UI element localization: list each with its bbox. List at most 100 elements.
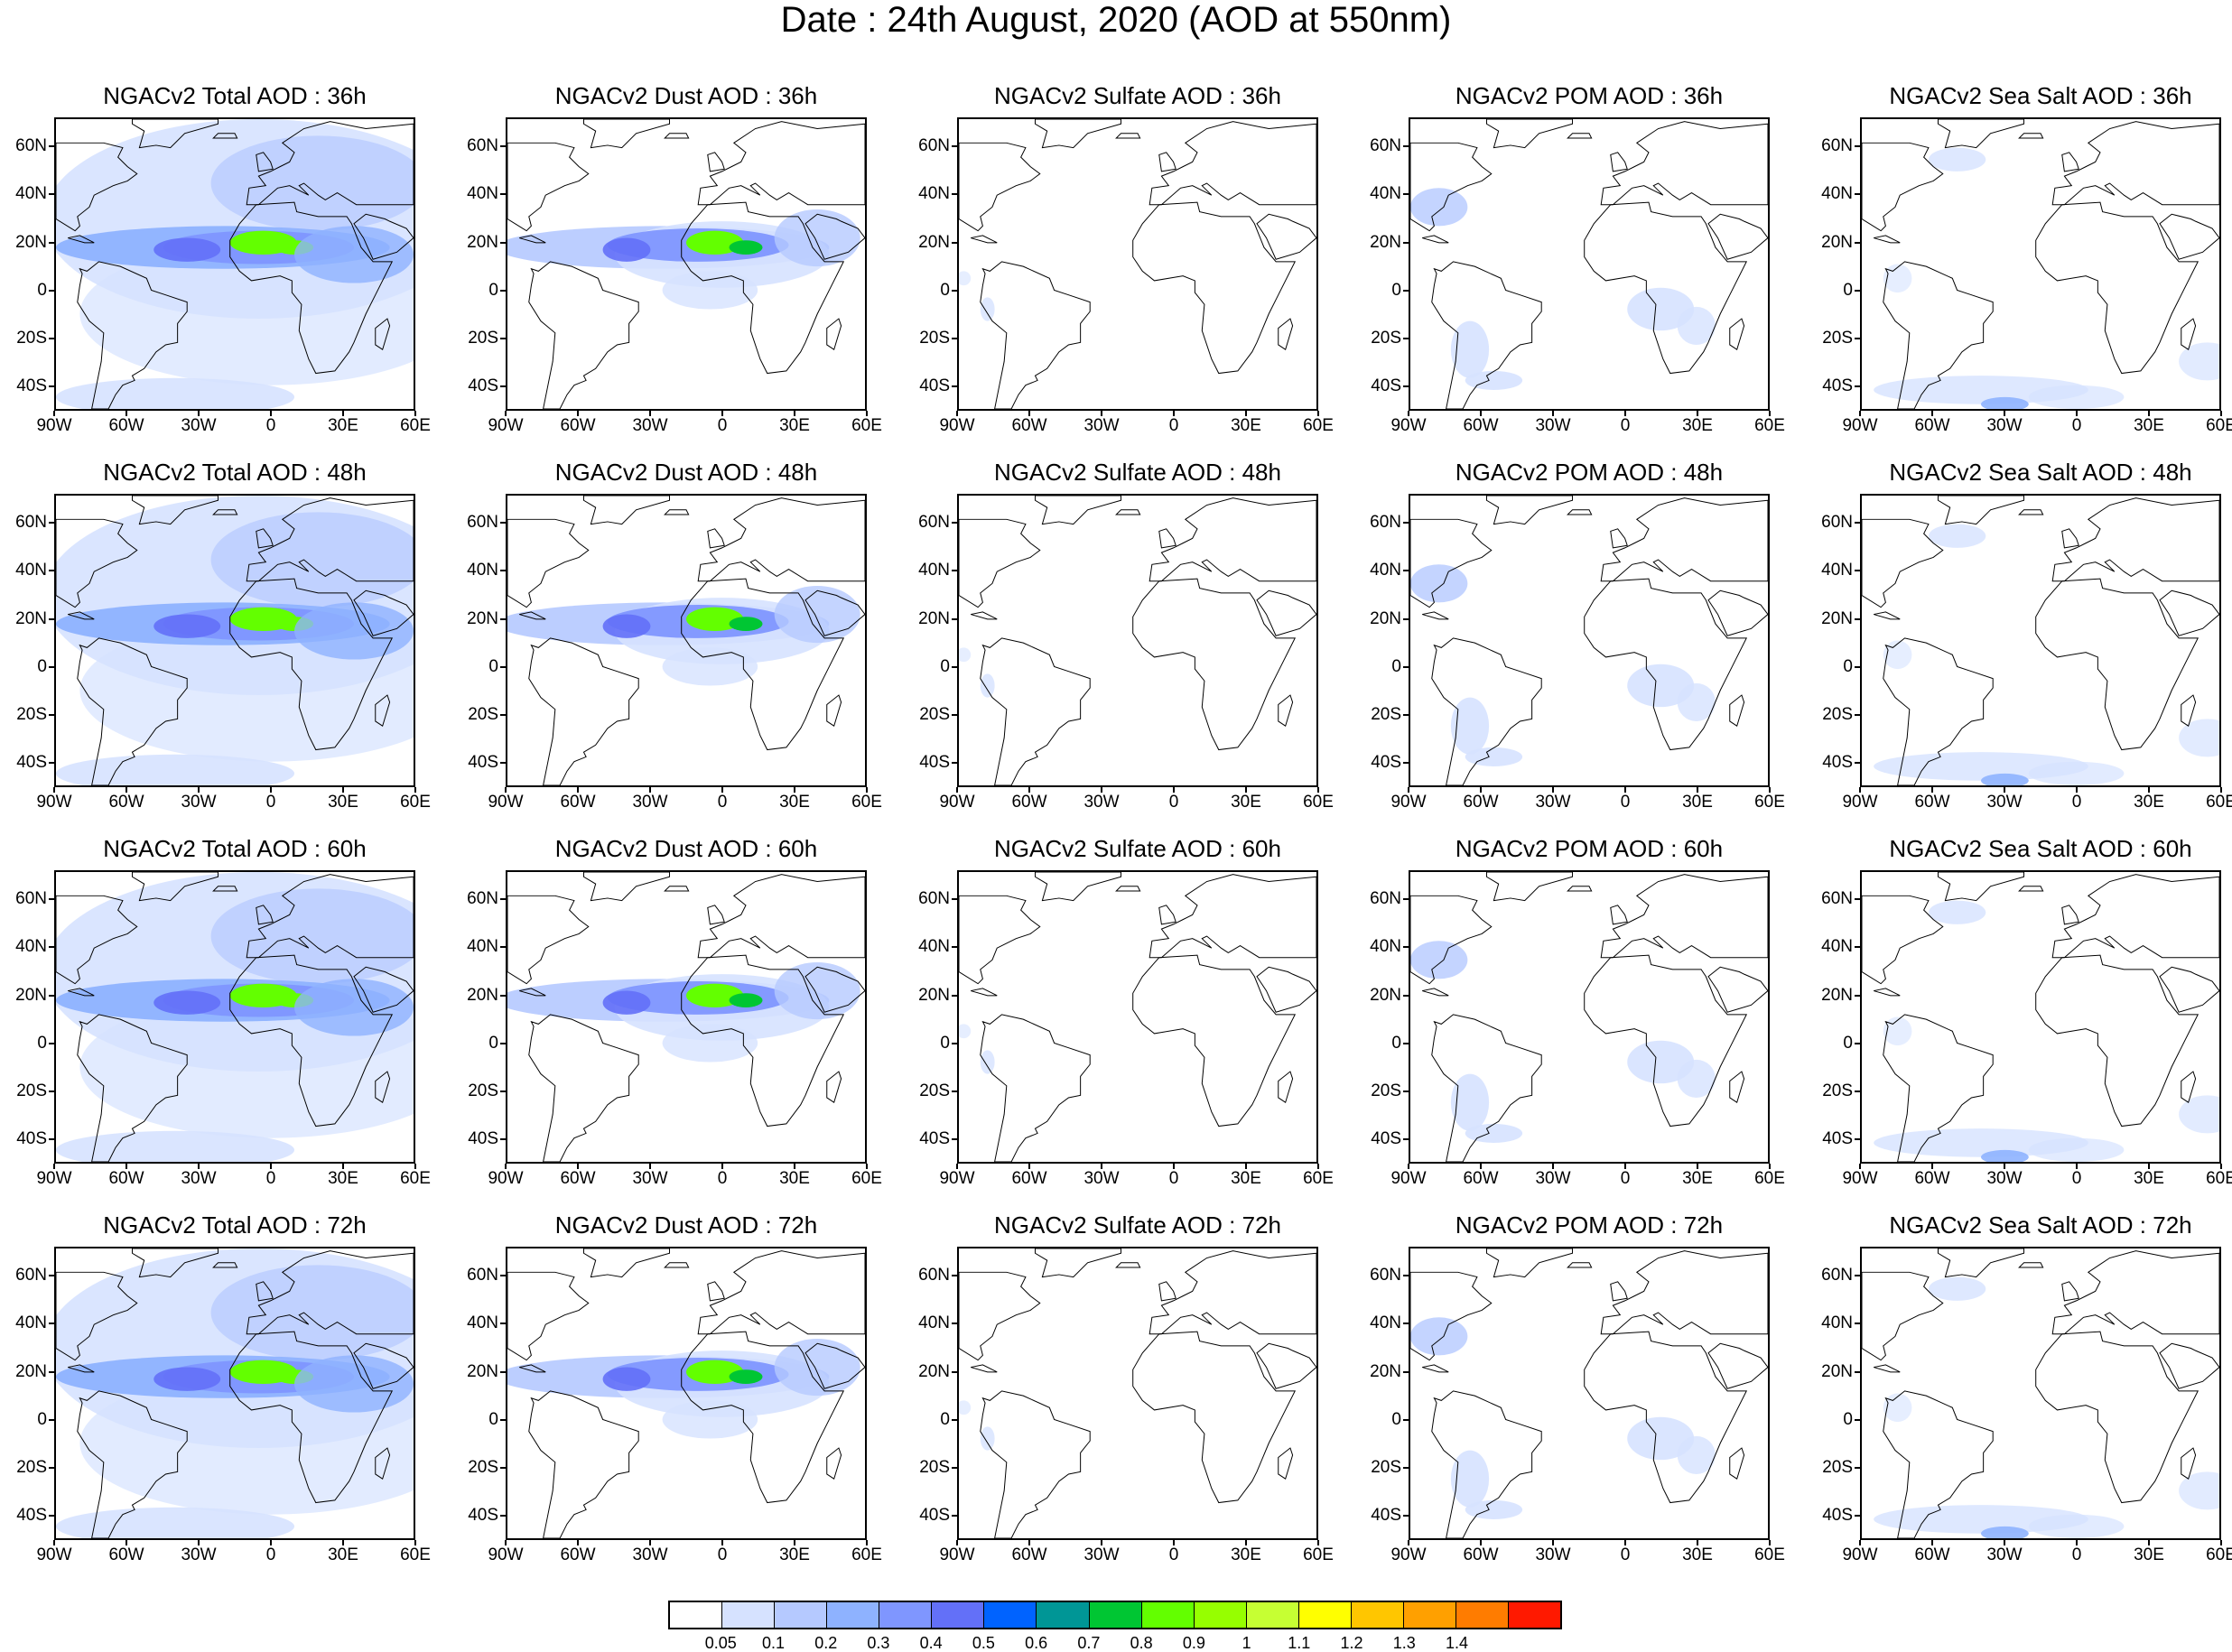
lon-tick-label: 60E: [1754, 1169, 1785, 1188]
coastline: [2018, 509, 2044, 515]
lat-tick-label: 20S: [16, 329, 47, 348]
lat-tick-mark: [1855, 994, 1860, 997]
lat-tick-label: 0: [488, 1033, 498, 1053]
lon-tick-mark: [1859, 1164, 1861, 1169]
lon-tick-label: 30E: [1682, 1545, 1713, 1564]
lon-tick-mark: [1408, 787, 1409, 793]
coastline: [1862, 142, 1944, 232]
lat-tick-label: 40S: [468, 1129, 498, 1149]
coastline: [1883, 1014, 1994, 1162]
lon-tick-label: 30W: [632, 1545, 668, 1564]
coastline: [1149, 121, 1316, 206]
colorbar-label: 0.7: [1077, 1634, 1101, 1652]
aod-plume: [1450, 1073, 1490, 1131]
coastline: [1115, 509, 1141, 515]
coastline: [1132, 954, 1297, 1128]
panel-title: NGACv2 Sulfate AOD : 48h: [994, 459, 1281, 486]
lon-tick-label: 0: [1620, 1169, 1631, 1188]
lat-tick-mark: [500, 1138, 506, 1141]
lon-tick-mark: [2004, 787, 2005, 793]
lon-tick-mark: [1697, 1164, 1698, 1169]
lat-tick-label: 60N: [1821, 1265, 1853, 1285]
coastline: [246, 1250, 414, 1335]
lat-tick-label: 0: [940, 1409, 950, 1429]
lon-tick-label: 90W: [488, 793, 524, 812]
coastline: [2181, 318, 2197, 351]
panel-title: NGACv2 Sulfate AOD : 36h: [994, 82, 1281, 109]
lat-tick-mark: [1855, 1323, 1860, 1325]
coastline: [131, 496, 219, 525]
coastline: [2181, 1071, 2197, 1104]
lon-tick-mark: [53, 1540, 55, 1545]
coastline: [1862, 518, 1944, 608]
lat-tick-label: 0: [1391, 280, 1401, 300]
lon-tick-mark: [1173, 411, 1175, 416]
lat-tick-label: 20N: [918, 608, 950, 628]
lat-tick-label: 20S: [919, 1458, 950, 1478]
lon-tick-label: 60E: [1754, 416, 1785, 435]
lon-tick-mark: [1552, 1540, 1554, 1545]
coastline: [826, 1071, 842, 1104]
aod-plume: [959, 271, 972, 286]
aod-plume: [56, 1130, 294, 1162]
lon-tick-mark: [1697, 787, 1698, 793]
coastline: [1707, 1342, 1768, 1389]
map-canvas: [507, 496, 865, 785]
coastline: [1256, 589, 1316, 636]
coastline: [1937, 496, 2025, 525]
lat-tick-label: 20S: [1371, 1081, 1401, 1101]
coastline: [131, 119, 219, 149]
lat-tick-label: 60N: [1821, 888, 1853, 908]
lon-tick-mark: [1173, 787, 1175, 793]
lon-tick-mark: [721, 787, 723, 793]
lat-tick-mark: [1403, 289, 1409, 292]
lat-tick-label: 40S: [1822, 1129, 1853, 1149]
lat-tick-label: 40S: [919, 1129, 950, 1149]
aod-plume: [1410, 941, 1468, 979]
map-frame: [957, 1247, 1318, 1540]
coastline: [707, 152, 725, 172]
map-canvas: [56, 119, 414, 409]
lon-tick-mark: [1245, 1540, 1247, 1545]
lat-tick-label: 60N: [15, 512, 47, 532]
lon-tick-mark: [577, 1164, 579, 1169]
lat-tick-label: 40S: [1822, 1506, 1853, 1526]
lat-tick-mark: [1403, 617, 1409, 620]
lat-tick-mark: [952, 289, 957, 292]
lat-tick-mark: [952, 897, 957, 900]
aod-plume: [729, 1369, 763, 1384]
coastline: [826, 1447, 842, 1480]
coastline: [68, 611, 95, 620]
lat-tick-mark: [1855, 1515, 1860, 1517]
lat-tick-label: 40N: [1821, 937, 1853, 957]
coastline: [375, 694, 391, 728]
coastline: [582, 119, 671, 149]
lon-tick-label: 30E: [328, 793, 358, 812]
colorbar-swatch: [1037, 1602, 1090, 1628]
lon-tick-mark: [53, 1164, 55, 1169]
lon-tick-label: 30E: [1231, 416, 1261, 435]
coastline: [697, 121, 865, 206]
panel-title: NGACv2 Dust AOD : 36h: [554, 82, 818, 109]
aod-plume: [662, 1400, 758, 1439]
coastline: [77, 261, 188, 409]
lon-tick-mark: [1408, 1540, 1409, 1545]
lon-tick-label: 30W: [632, 416, 668, 435]
lon-tick-label: 60W: [560, 1545, 596, 1564]
panel-title: NGACv2 Total AOD : 48h: [103, 459, 367, 486]
lat-tick-label: 20S: [919, 329, 950, 348]
map-canvas: [56, 1248, 414, 1538]
coastline: [56, 1271, 138, 1361]
coastline: [681, 578, 845, 751]
lon-tick-mark: [198, 1164, 200, 1169]
lon-tick-mark: [1173, 1540, 1175, 1545]
coastline: [68, 1364, 95, 1373]
lat-tick-mark: [1855, 1467, 1860, 1470]
coastline: [2159, 966, 2219, 1013]
coastline: [1278, 1447, 1294, 1480]
aod-plume: [1627, 664, 1695, 708]
aod-plume: [1928, 900, 1986, 924]
coastline: [507, 142, 590, 232]
lon-tick-mark: [1028, 1540, 1030, 1545]
lon-tick-mark: [794, 1164, 795, 1169]
